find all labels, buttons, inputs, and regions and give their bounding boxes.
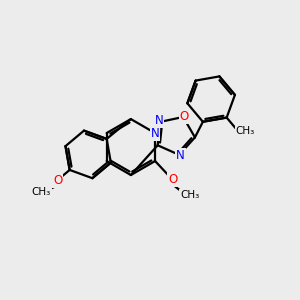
Text: CH₃: CH₃ [236,126,255,136]
Text: O: O [168,173,177,186]
Text: N: N [176,149,185,162]
Text: CH₃: CH₃ [32,187,51,197]
Text: O: O [53,174,62,188]
Text: N: N [151,127,160,140]
Text: CH₃: CH₃ [180,190,200,200]
Text: O: O [180,110,189,123]
Text: N: N [154,114,163,127]
